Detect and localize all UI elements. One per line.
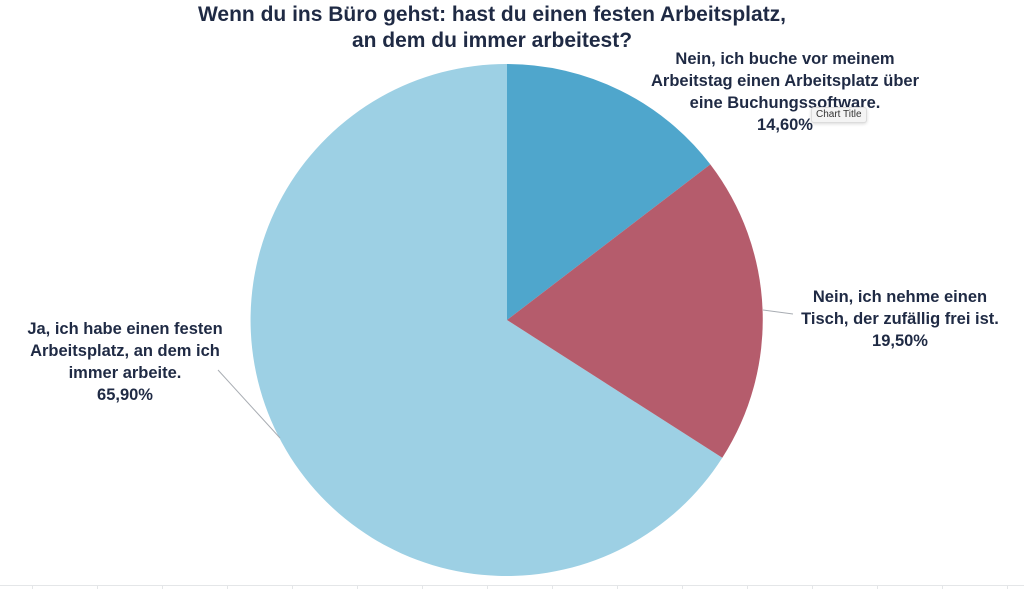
label-line: Tisch, der zufällig frei ist. — [801, 310, 999, 328]
chart-title-tooltip: Chart Title — [811, 107, 867, 123]
label-line: Arbeitsplatz, an dem ich — [30, 342, 220, 360]
data-label-random-desk: Nein, ich nehme einen Tisch, der zufälli… — [790, 286, 1010, 352]
bottom-divider — [0, 585, 1024, 586]
label-line: immer arbeite. — [68, 364, 182, 382]
chart-title-line-1: Wenn du ins Büro gehst: hast du einen fe… — [197, 3, 787, 26]
chart-title: Wenn du ins Büro gehst: hast du einen fe… — [0, 2, 1024, 54]
pie-slice-random-desk[interactable] — [507, 164, 763, 458]
data-label-booking-software: Nein, ich buche vor meinem Arbeitstag ei… — [640, 48, 930, 136]
label-line: Arbeitstag einen Arbeitsplatz über — [650, 72, 920, 90]
pie-slice-booking-software[interactable] — [507, 64, 711, 320]
leader-line-random-desk — [762, 309, 794, 315]
label-value: 14,60% — [757, 116, 813, 134]
bottom-ticks — [0, 586, 1024, 589]
label-line: Ja, ich habe einen festen — [27, 320, 223, 338]
label-line: eine Buchungssoftware. — [689, 94, 881, 112]
chart-title-line-2: an dem du immer arbeitest? — [351, 29, 633, 52]
label-line: Nein, ich buche vor meinem — [675, 50, 895, 68]
pie-slice-fixed-desk[interactable] — [250, 63, 723, 576]
label-value: 19,50% — [872, 332, 928, 350]
leader-line-fixed-desk — [217, 369, 281, 439]
data-label-fixed-desk: Ja, ich habe einen festen Arbeitsplatz, … — [10, 318, 240, 406]
label-line: Nein, ich nehme einen — [812, 288, 988, 306]
label-value: 65,90% — [97, 386, 153, 404]
